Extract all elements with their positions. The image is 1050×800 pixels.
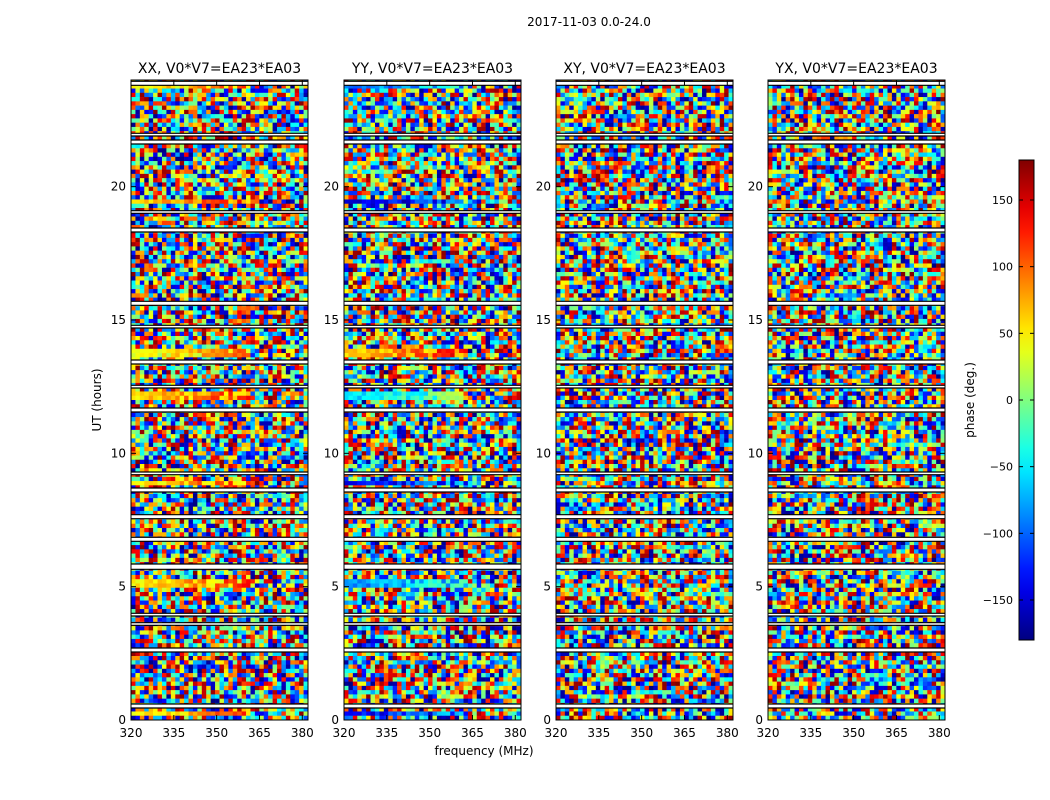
panel-title: XX, V0*V7=EA23*EA03 [138,61,301,77]
x-tick-label: 320 [120,726,143,740]
colorbar-label: phase (deg.) [963,362,977,438]
colorbar-tick-label: 0 [1006,394,1013,407]
x-tick-label: 365 [673,726,696,740]
y-tick-label: 10 [536,446,551,460]
x-tick-label: 320 [757,726,780,740]
panel-xx: XX, V0*V7=EA23*EA03 320 335 350 365 380 0 5 10 15… [111,61,314,740]
x-tick-label: 335 [162,726,185,740]
flagged-band [344,564,521,569]
colorbar-tick-label: 50 [999,327,1013,340]
flagged-band [556,564,733,569]
x-tick-label: 350 [630,726,653,740]
x-tick-label: 365 [461,726,484,740]
x-tick-label: 350 [842,726,865,740]
x-tick-label: 335 [375,726,398,740]
x-tick-label: 350 [418,726,441,740]
y-tick-label: 20 [324,180,339,194]
x-tick-label: 335 [587,726,610,740]
colorbar-tick-label: 150 [992,194,1013,207]
x-tick-label: 380 [928,726,951,740]
panel-title: XY, V0*V7=EA23*EA03 [563,61,725,77]
y-tick-label: 10 [324,446,339,460]
panel-xy: XY, V0*V7=EA23*EA03 320 335 350 365 380 0 5 10 15… [536,61,739,740]
y-axis-label: UT (hours) [90,368,104,431]
x-tick-label: 320 [545,726,568,740]
y-tick-label: 5 [755,580,763,594]
y-tick-label: 15 [111,313,126,327]
panel-yy: YY, V0*V7=EA23*EA03 320 335 350 365 380 0 5 10 15… [324,61,527,740]
panel-title: YX, V0*V7=EA23*EA03 [774,61,937,77]
y-tick-label: 5 [543,580,551,594]
figure-title: 2017-11-03 0.0-24.0 [527,15,651,29]
y-tick-label: 20 [748,180,763,194]
y-tick-label: 0 [331,713,339,727]
y-tick-label: 10 [111,446,126,460]
x-tick-label: 380 [291,726,314,740]
y-tick-label: 15 [324,313,339,327]
x-tick-label: 380 [716,726,739,740]
colorbar: −150 −100 −50 0 50 100 150 [983,160,1034,640]
flagged-band [131,564,308,569]
colorbar-tick-label: −50 [990,461,1013,474]
y-tick-label: 20 [111,180,126,194]
x-tick-label: 365 [248,726,271,740]
x-tick-label: 350 [205,726,228,740]
colorbar-tick-label: −150 [983,594,1013,607]
x-tick-label: 365 [885,726,908,740]
y-tick-label: 10 [748,446,763,460]
y-tick-label: 20 [536,180,551,194]
y-tick-label: 5 [118,580,126,594]
y-tick-label: 15 [536,313,551,327]
phase-figure: 2017-11-03 0.0-24.0 XX, V0*V7=EA23*EA03 3… [0,0,1050,800]
colorbar-tick-label: 100 [992,261,1013,274]
flagged-band [768,564,945,569]
x-tick-label: 380 [504,726,527,740]
y-tick-label: 15 [748,313,763,327]
x-axis-label: frequency (MHz) [434,744,533,758]
panel-title: YY, V0*V7=EA23*EA03 [351,61,513,77]
x-tick-label: 335 [799,726,822,740]
x-tick-label: 320 [333,726,356,740]
y-tick-label: 5 [331,580,339,594]
colorbar-tick-label: −100 [983,527,1013,540]
y-tick-label: 0 [755,713,763,727]
y-tick-label: 0 [118,713,126,727]
panel-yx: YX, V0*V7=EA23*EA03 320 335 350 365 380 0 5 10 15… [748,61,951,740]
panels-group: XX, V0*V7=EA23*EA03 320 335 350 365 380 0 5 10 15… [111,61,951,740]
y-tick-label: 0 [543,713,551,727]
